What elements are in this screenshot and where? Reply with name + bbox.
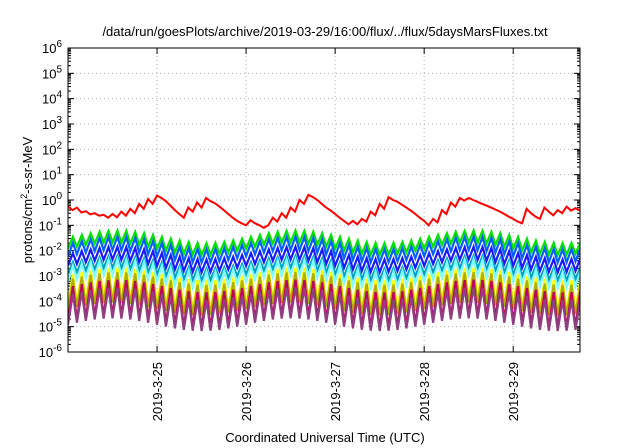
- x-axis-label: Coordinated Universal Time (UTC): [225, 430, 424, 445]
- series-line-3: [68, 243, 580, 276]
- plot-area: 10-6 10-5 10-4 10-3 10-2 10-1 100 101 102 103 104 1…: [39, 39, 581, 421]
- y-tick-label: 10-1: [39, 216, 63, 233]
- y-tick-label: 10-4: [39, 292, 63, 309]
- series-line-5: [68, 255, 580, 293]
- plot-frame: [67, 47, 581, 353]
- y-tick-label: 106: [42, 39, 62, 56]
- y-axis-label: protons/cm2-s-sr-MeV: [19, 136, 35, 263]
- x-tick-label: 2019-3-26: [239, 362, 254, 421]
- y-tick-label: 10-5: [39, 318, 63, 335]
- series-line-0: [68, 193, 580, 229]
- y-tick-label: 103: [42, 115, 62, 132]
- y-tick-label: 10-2: [39, 242, 63, 259]
- series-line-2: [68, 233, 580, 267]
- series-group: [68, 193, 580, 332]
- x-tick-label: 2019-3-27: [328, 362, 343, 421]
- x-tick-label: 2019-3-29: [506, 362, 521, 421]
- y-tick-label: 10-3: [39, 267, 63, 284]
- series-line-1: [68, 227, 580, 259]
- y-tick-label: 101: [42, 166, 62, 183]
- y-tick-label: 104: [42, 90, 62, 107]
- y-tick-label: 100: [42, 191, 62, 208]
- y-tick-label: 105: [42, 64, 62, 81]
- x-tick-label: 2019-3-25: [150, 362, 165, 421]
- series-line-9: [68, 287, 580, 332]
- chart-title: /data/run/goesPlots/archive/2019-03-29/1…: [102, 24, 548, 39]
- x-tick-label: 2019-3-28: [417, 362, 432, 421]
- y-tick-label: 10-6: [39, 343, 63, 360]
- y-tick-label: 102: [42, 140, 62, 157]
